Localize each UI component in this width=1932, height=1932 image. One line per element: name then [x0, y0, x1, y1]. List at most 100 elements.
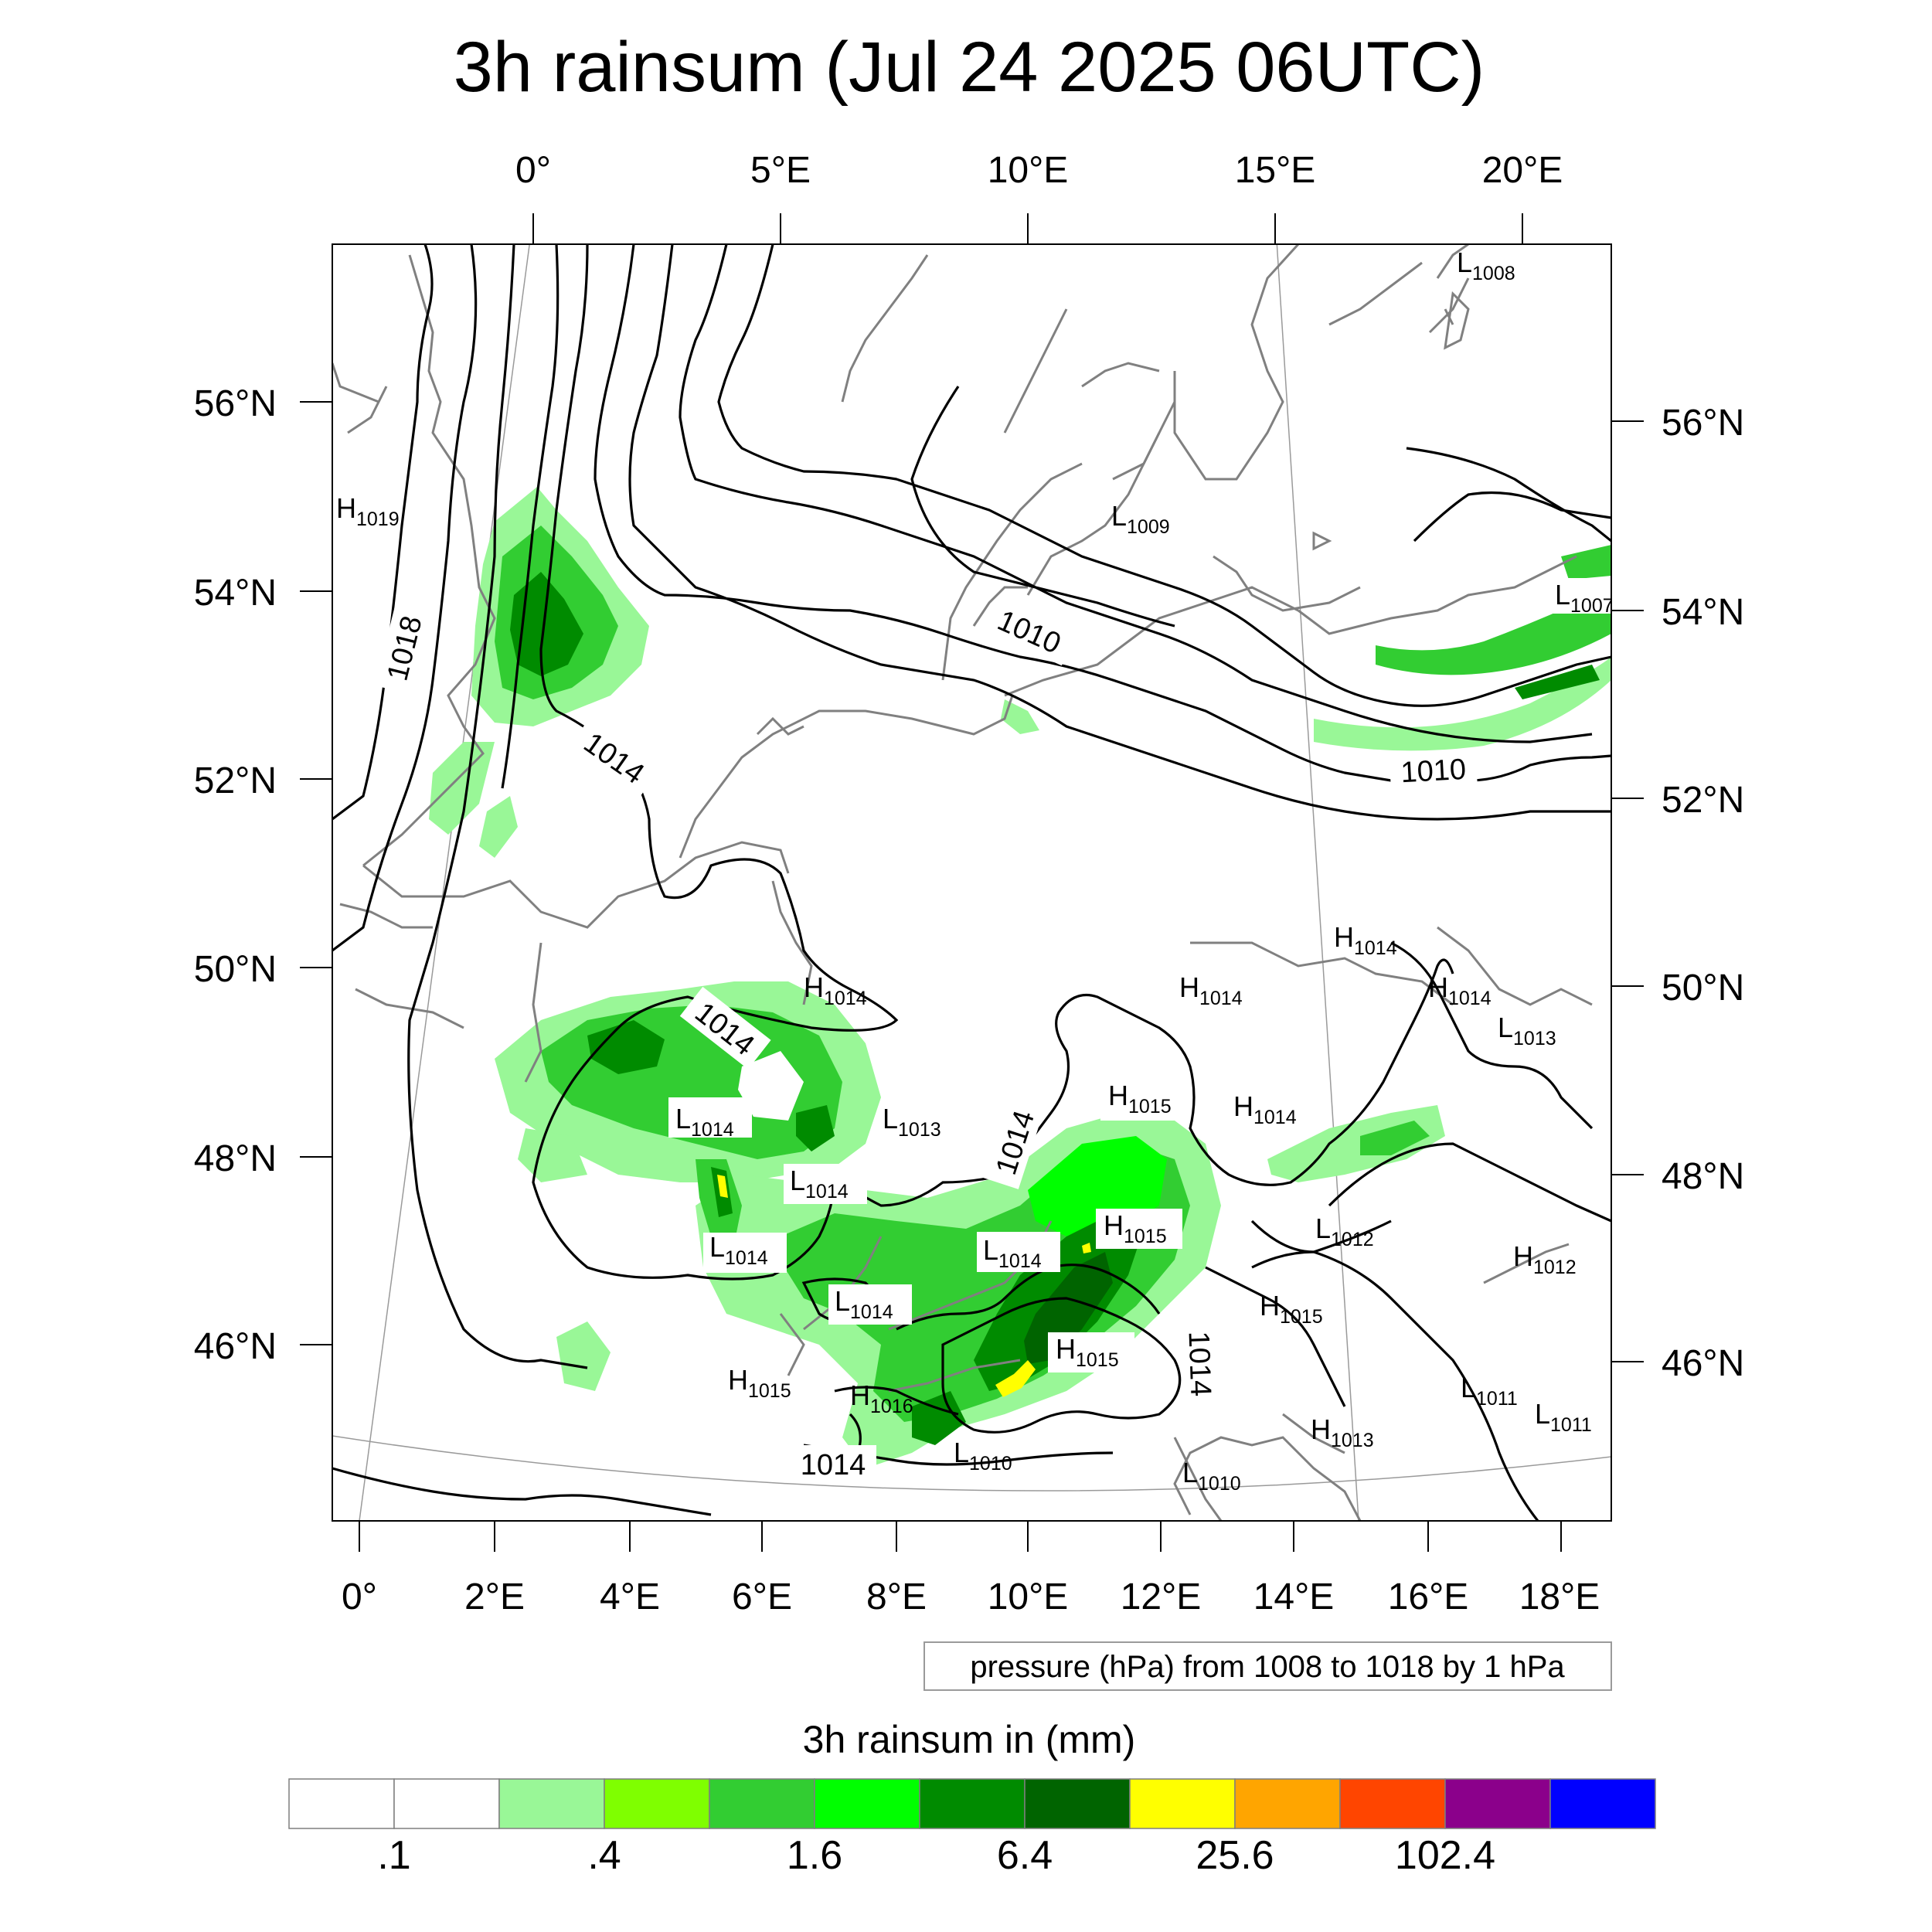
colorbar-swatch [1234, 1778, 1341, 1829]
lat-tick-label: 54°N [1662, 592, 1744, 633]
isobar-south [332, 1467, 712, 1516]
isobar-1011 [679, 244, 1593, 743]
colorbar-swatch [604, 1778, 710, 1829]
colorbar-swatch [814, 1778, 920, 1829]
pressure-center: H1014 [1179, 971, 1243, 1009]
pressure-center: L1014 [675, 1103, 734, 1141]
lon-tick-label: 16°E [1388, 1577, 1469, 1617]
isobar-1016 [407, 244, 588, 1369]
isobar-1013-se [1328, 1142, 1611, 1223]
colorbar-tick-labels: .1 .4 1.6 6.4 25.6 102.4 [377, 1833, 1495, 1878]
colorbar-tick-label: .1 [377, 1833, 410, 1878]
isobar-1015 [501, 244, 560, 789]
lat-tick-label: 52°N [194, 760, 277, 801]
isobar-label: 1010 [1400, 753, 1467, 789]
colorbar-swatch [709, 1778, 815, 1829]
isobar-alps-1 [941, 1297, 1182, 1434]
parallel-45n [332, 1435, 1611, 1492]
pressure-center: L1010 [1182, 1457, 1241, 1495]
pressure-center: L1014 [709, 1231, 768, 1269]
pressure-center: L1011 [1535, 1398, 1592, 1436]
lon-tick-label: 15°E [1235, 150, 1316, 191]
pressure-center: H1015 [1108, 1080, 1172, 1117]
pressure-center: H1014 [804, 971, 867, 1009]
left-axis [300, 401, 332, 1345]
colorbar-swatch [288, 1778, 395, 1829]
bottom-axis [359, 1521, 1562, 1552]
colorbar-tick-label: 25.6 [1196, 1833, 1274, 1878]
pressure-center: L1008 [1457, 247, 1515, 284]
coastlines [332, 244, 1593, 1521]
pressure-center: H1015 [1260, 1290, 1323, 1328]
lat-tick-label: 54°N [194, 573, 277, 614]
lon-tick-label: 8°E [866, 1577, 927, 1617]
lon-tick-label: 6°E [732, 1577, 792, 1617]
isobar-east-2 [1390, 941, 1594, 1130]
isobar-label: 1014 [1182, 1331, 1217, 1397]
isobar-label: 1018 [382, 613, 429, 684]
pressure-center: H1014 [1428, 971, 1492, 1009]
pressure-center: H1016 [850, 1379, 913, 1417]
lon-tick-label: 10°E [988, 150, 1069, 191]
colorbar-swatch [1444, 1778, 1551, 1829]
rain-france-west [495, 981, 881, 1182]
top-tick-labels: 0° 5°E 10°E 15°E 20°E [515, 150, 1563, 191]
top-axis [532, 213, 1523, 244]
lat-tick-label: 48°N [1662, 1156, 1744, 1197]
pressure-center: L1010 [954, 1437, 1012, 1475]
lat-tick-label: 52°N [1662, 780, 1744, 821]
colorbar-swatch [1549, 1778, 1656, 1829]
isobar-alps-3 [834, 1386, 959, 1416]
lon-tick-label: 18°E [1519, 1577, 1600, 1617]
colorbar [288, 1778, 1656, 1829]
pressure-center: L1014 [835, 1285, 893, 1323]
pressure-center: H1015 [728, 1364, 791, 1402]
lon-tick-label: 4°E [600, 1577, 660, 1617]
lat-tick-label: 46°N [1662, 1343, 1744, 1384]
pressure-center: L1014 [983, 1234, 1042, 1272]
contour-info-box: pressure (hPa) from 1008 to 1018 by 1 hP… [923, 1641, 1612, 1691]
pressure-center: L1011 [1461, 1372, 1518, 1410]
isobars [332, 244, 1611, 1521]
pressure-center: H1014 [1334, 921, 1397, 959]
pressure-center: H1019 [336, 492, 400, 530]
isobar-1012-se [1250, 1219, 1539, 1521]
contour-info-text: pressure (hPa) from 1008 to 1018 by 1 hP… [970, 1650, 1565, 1684]
rain-baltic [1001, 545, 1611, 751]
map-area: 1018 1014 1010 1010 1014 1014 [332, 244, 1614, 1521]
pressure-center: H1015 [1104, 1209, 1167, 1247]
colorbar-swatch [498, 1778, 605, 1829]
colorbar-title: 3h rainsum in (mm) [803, 1718, 1136, 1761]
right-axis [1611, 420, 1644, 1362]
rain-slovakia [1267, 1105, 1445, 1182]
lon-tick-label: 2°E [464, 1577, 525, 1617]
pressure-center: L1009 [1111, 500, 1170, 538]
lat-tick-label: 56°N [1662, 403, 1744, 444]
lat-tick-label: 50°N [1662, 968, 1744, 1009]
precipitation-field [429, 487, 1611, 1468]
pressure-center: L1007 [1555, 579, 1614, 617]
colorbar-swatch [1024, 1778, 1131, 1829]
meridian-15e [1276, 244, 1359, 1521]
pressure-center: H1012 [1513, 1240, 1577, 1278]
pressure-center: H1015 [1056, 1333, 1119, 1371]
colorbar-swatch [1339, 1778, 1446, 1829]
colorbar-tick-label: 102.4 [1395, 1833, 1495, 1878]
colorbar-swatch [1129, 1778, 1236, 1829]
lon-tick-label: 14°E [1253, 1577, 1335, 1617]
map-frame [332, 243, 1612, 1522]
isobar-alps-2 [896, 1264, 1161, 1331]
isobar-1017 [332, 244, 478, 952]
rain-north-sea [429, 487, 649, 858]
isobar-label: 1014 [801, 1449, 866, 1481]
isobar-1010-west [717, 244, 1611, 707]
lat-tick-label: 46°N [194, 1326, 277, 1367]
lon-tick-label: 5°E [750, 150, 811, 191]
colorbar-tick-label: 6.4 [997, 1833, 1053, 1878]
pressure-center: L1013 [1498, 1012, 1556, 1049]
lon-tick-label: 12°E [1121, 1577, 1202, 1617]
lat-tick-label: 48°N [194, 1138, 277, 1179]
colorbar-swatch [919, 1778, 1026, 1829]
lat-tick-label: 50°N [194, 949, 277, 990]
